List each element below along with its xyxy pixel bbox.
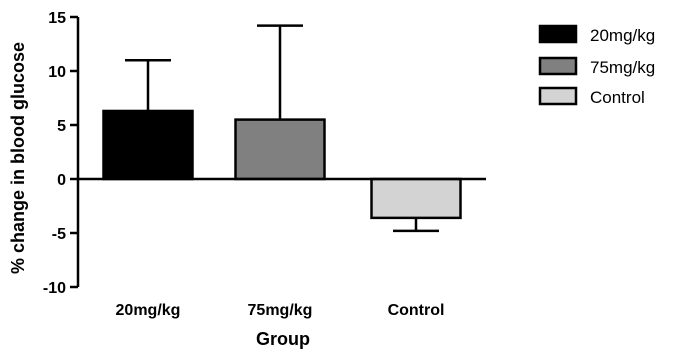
y-axis-title: % change in blood glucose (8, 42, 28, 274)
legend-label: 75mg/kg (590, 58, 655, 77)
legend-swatch (538, 56, 578, 76)
legend-swatch (538, 24, 578, 44)
y-tick-label: 10 (48, 64, 66, 81)
bar (370, 177, 462, 220)
y-tick-label: -5 (52, 226, 66, 243)
y-tick-label: 0 (57, 172, 66, 189)
x-tick-label: Control (388, 302, 445, 319)
legend-label: Control (590, 88, 645, 107)
bar (102, 109, 194, 181)
y-tick-label: 5 (57, 118, 66, 135)
legend-swatch (538, 86, 578, 106)
x-axis-title: Group (256, 329, 310, 349)
bar (234, 118, 326, 181)
x-axis: 20mg/kg 75mg/kg Control (78, 177, 486, 319)
y-tick-label: -10 (43, 280, 66, 297)
x-tick-label: 20mg/kg (116, 302, 181, 319)
y-axis: -10 -5 0 5 10 15 (43, 10, 80, 297)
legend-label: 20mg/kg (590, 26, 655, 45)
legend: 20mg/kg 75mg/kg Control (538, 24, 655, 107)
y-tick-label: 15 (48, 10, 66, 27)
x-tick-label: 75mg/kg (248, 302, 313, 319)
plot-area (102, 24, 462, 233)
